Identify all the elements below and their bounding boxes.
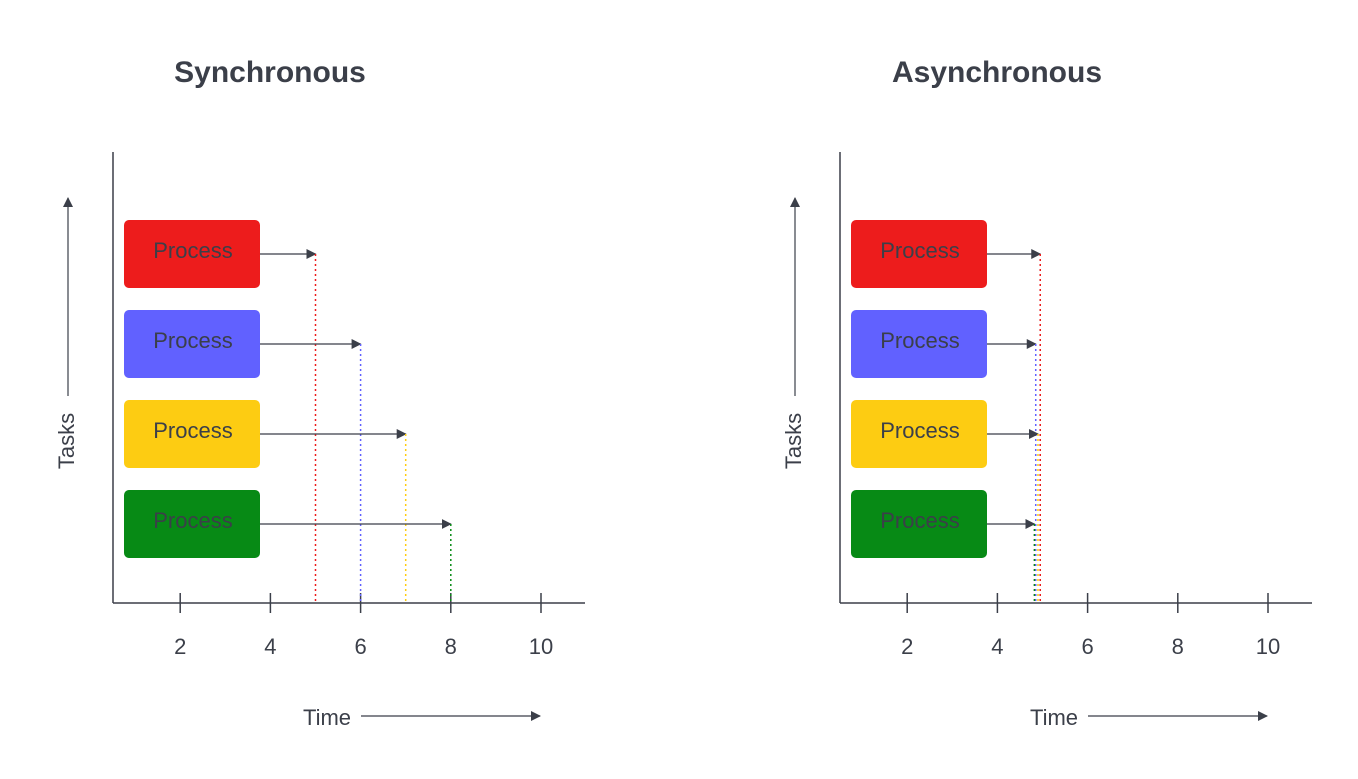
sync-tick-label-8: 8	[445, 634, 457, 659]
sync-time-label: Time	[303, 705, 351, 730]
sync-tick-label-2: 2	[174, 634, 186, 659]
sync-process-label-1: Process	[153, 238, 232, 263]
async-tick-label-10: 10	[1256, 634, 1280, 659]
async-process-label-2: Process	[880, 328, 959, 353]
async-process-label-3: Process	[880, 418, 959, 443]
async-process-label-1: Process	[880, 238, 959, 263]
async-panel: Asynchronous 2 4 6 8 10 Process Process Process P…	[781, 56, 1312, 730]
sync-process-box-1	[124, 220, 260, 288]
async-tick-label-2: 2	[901, 634, 913, 659]
sync-process-box-4	[124, 490, 260, 558]
sync-process-label-2: Process	[153, 328, 232, 353]
async-tasks-label: Tasks	[781, 413, 806, 469]
sync-title: Synchronous	[174, 56, 366, 89]
async-tick-label-4: 4	[991, 634, 1003, 659]
sync-tick-label-6: 6	[354, 634, 366, 659]
sync-tick-label-4: 4	[264, 634, 276, 659]
async-process-box-3	[851, 400, 987, 468]
sync-process-label-4: Process	[153, 508, 232, 533]
async-process-label-4: Process	[880, 508, 959, 533]
async-title: Asynchronous	[892, 56, 1102, 89]
async-process-box-1	[851, 220, 987, 288]
sync-tasks-label: Tasks	[54, 413, 79, 469]
sync-process-label-3: Process	[153, 418, 232, 443]
async-process-box-4	[851, 490, 987, 558]
sync-panel: Synchronous 2 4 6 8 10 Process Process Process Pr…	[54, 56, 585, 730]
sync-tick-label-10: 10	[529, 634, 553, 659]
sync-process-box-3	[124, 400, 260, 468]
async-tick-label-8: 8	[1172, 634, 1184, 659]
sync-process-box-2	[124, 310, 260, 378]
async-time-label: Time	[1030, 705, 1078, 730]
async-process-box-2	[851, 310, 987, 378]
async-tick-label-6: 6	[1081, 634, 1093, 659]
